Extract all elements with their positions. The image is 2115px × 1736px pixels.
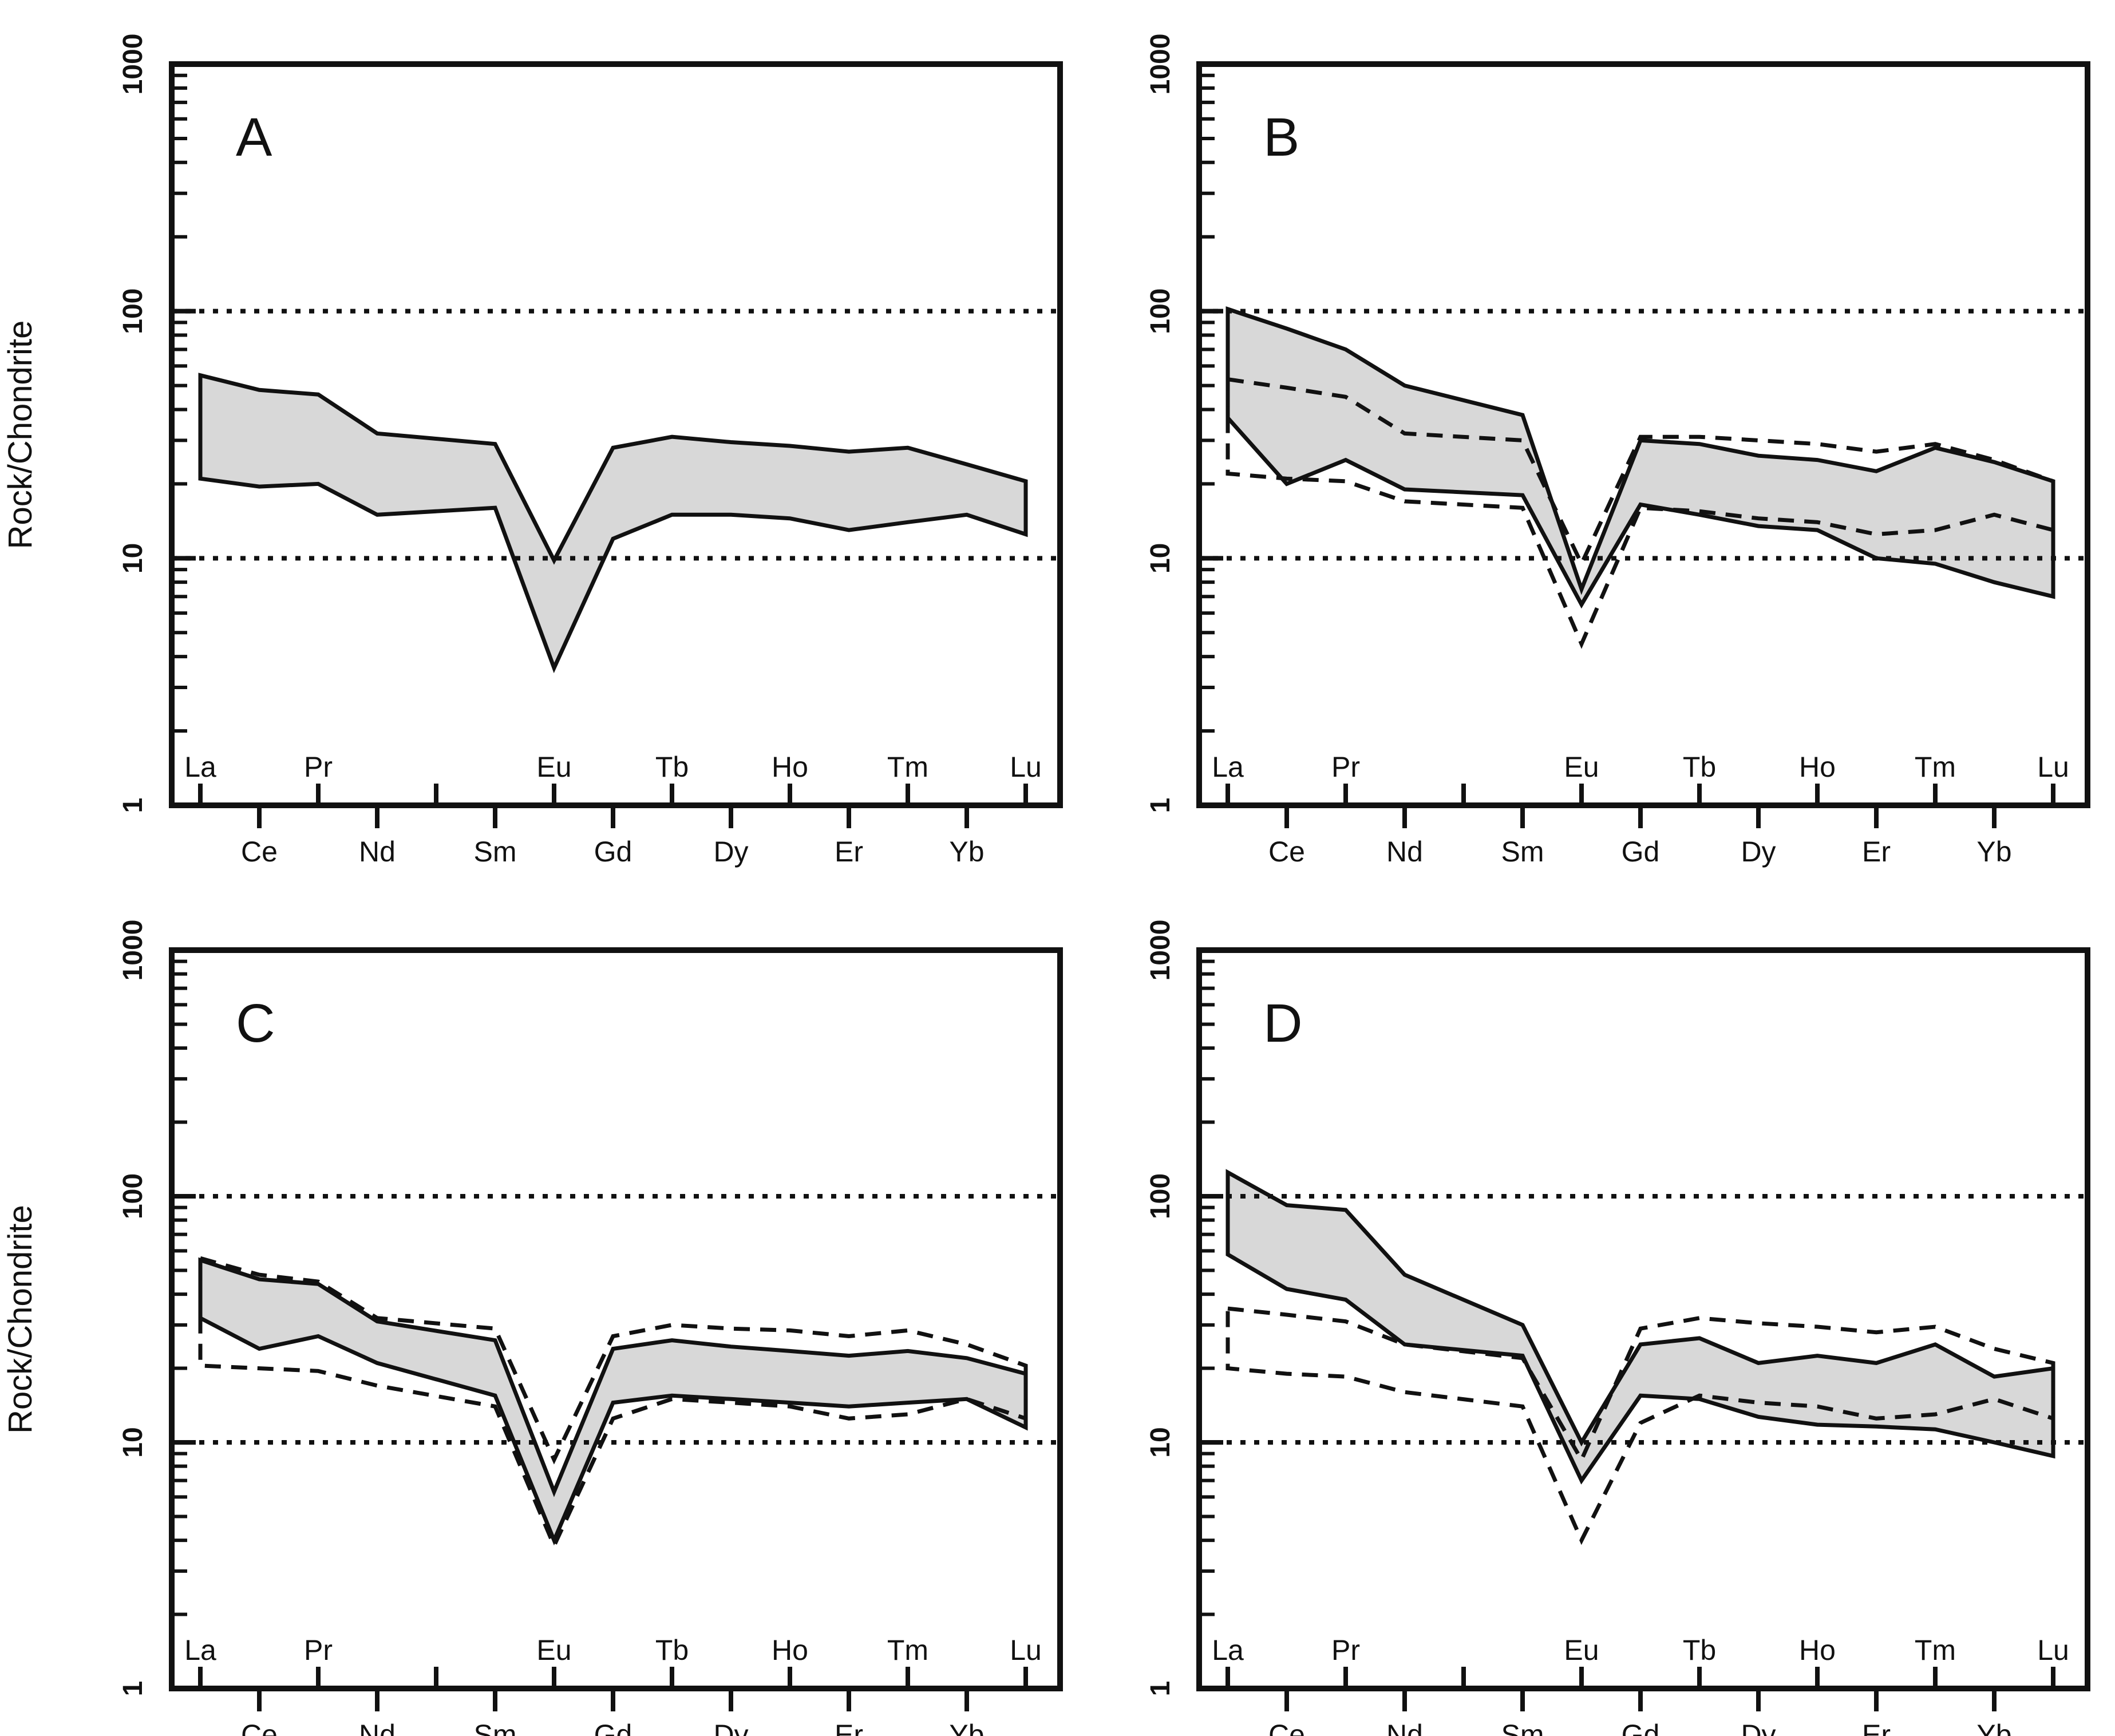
x-element-label-la: La <box>1212 1634 1244 1666</box>
x-element-label-yb: Yb <box>1976 836 2011 868</box>
y-tick-label: 10 <box>1145 1427 1176 1457</box>
x-element-label-pr: Pr <box>304 751 333 783</box>
panel-letter-a: A <box>236 107 272 168</box>
x-element-label-er: Er <box>835 1719 863 1736</box>
x-element-label-la: La <box>1212 751 1244 783</box>
panel-letter-b: B <box>1263 107 1299 168</box>
x-element-label-tb: Tb <box>1683 1634 1716 1666</box>
x-element-label-eu: Eu <box>536 1634 571 1666</box>
x-element-label-tm: Tm <box>1915 751 1956 783</box>
y-tick-label: 100 <box>1145 1173 1176 1219</box>
x-element-label-lu: Lu <box>2037 1634 2069 1666</box>
y-tick-label: 100 <box>118 1173 148 1219</box>
y-tick-label: 1 <box>1145 1681 1176 1697</box>
x-element-label-tm: Tm <box>1915 1634 1956 1666</box>
dashed-envelope-outline <box>1225 1306 2055 1545</box>
x-element-label-ce: Ce <box>241 836 278 868</box>
shaded-envelope-fill <box>1228 309 2053 605</box>
x-element-label-lu: Lu <box>1010 1634 1042 1666</box>
panel-b: 1 10 100 1000 La Ce Pr Nd Sm Eu Gd Tb Dy Ho Er Tm Yb Lu B <box>1145 34 2090 868</box>
y-tick-label: 1 <box>118 1681 148 1697</box>
x-element-label-pr: Pr <box>1331 1634 1360 1666</box>
x-element-label-sm: Sm <box>474 1719 517 1736</box>
panel-c: 1 10 100 1000 La Ce Pr Nd Sm Eu Gd Tb Dy Ho Er Tm Yb Lu C R… <box>2 920 1063 1736</box>
x-element-label-lu: Lu <box>1010 751 1042 783</box>
dashed-envelope-outline <box>198 1255 1028 1551</box>
x-element-label-eu: Eu <box>536 751 571 783</box>
x-element-label-dy: Dy <box>713 836 748 868</box>
x-element-label-yb: Yb <box>949 836 984 868</box>
x-element-label-sm: Sm <box>1501 836 1544 868</box>
x-element-label-tm: Tm <box>887 751 928 783</box>
x-element-label-tm: Tm <box>887 1634 928 1666</box>
y-tick-label: 1 <box>118 798 148 813</box>
x-element-label-dy: Dy <box>713 1719 748 1736</box>
plot-box <box>1196 947 2090 1691</box>
y-tick-label: 1000 <box>118 34 148 95</box>
x-element-label-ce: Ce <box>1268 836 1305 868</box>
panel-letter-c: C <box>236 993 275 1054</box>
x-element-label-pr: Pr <box>304 1634 333 1666</box>
plot-box <box>1196 61 2090 808</box>
x-element-label-ce: Ce <box>1268 1719 1305 1736</box>
x-element-label-ho: Ho <box>772 1634 808 1666</box>
x-element-label-sm: Sm <box>1501 1719 1544 1736</box>
shaded-envelope-fill <box>1228 1172 2053 1481</box>
x-element-label-nd: Nd <box>359 836 396 868</box>
x-element-label-ho: Ho <box>772 751 808 783</box>
y-tick-label: 10 <box>118 543 148 574</box>
shaded-envelope-fill <box>200 375 1026 668</box>
shaded-envelope-outline <box>198 1257 1028 1546</box>
y-tick-label: 1000 <box>118 920 148 981</box>
y-axis-title: Rock/Chondrite <box>2 321 39 549</box>
x-element-label-tb: Tb <box>655 751 689 783</box>
dashed-envelope-outline <box>1225 377 2055 649</box>
y-tick-label: 100 <box>118 288 148 334</box>
y-tick-label: 1000 <box>1145 920 1176 981</box>
x-element-label-ce: Ce <box>241 1719 278 1736</box>
x-element-label-la: La <box>184 751 216 783</box>
x-element-label-sm: Sm <box>474 836 517 868</box>
x-element-label-nd: Nd <box>1386 1719 1423 1736</box>
x-element-label-er: Er <box>1862 1719 1891 1736</box>
panel-d: 1 10 100 1000 La Ce Pr Nd Sm Eu Gd Tb Dy Ho Er Tm Yb Lu D <box>1145 920 2090 1736</box>
y-tick-label: 10 <box>1145 543 1176 574</box>
x-element-label-ho: Ho <box>1799 1634 1836 1666</box>
plot-box <box>169 61 1063 808</box>
x-element-label-tb: Tb <box>655 1634 689 1666</box>
x-element-label-er: Er <box>1862 836 1891 868</box>
y-tick-label: 1 <box>1145 798 1176 813</box>
x-element-label-eu: Eu <box>1564 751 1599 783</box>
y-axis-title: Rock/Chondrite <box>2 1205 39 1434</box>
x-element-label-gd: Gd <box>1622 836 1660 868</box>
panel-a: 1 10 100 1000 La Ce Pr Nd Sm Eu Gd Tb Dy Ho Er Tm Yb Lu A R… <box>2 34 1063 868</box>
x-element-label-yb: Yb <box>949 1719 984 1736</box>
y-tick-label: 100 <box>1145 288 1176 334</box>
shaded-envelope-outline <box>1225 306 2055 609</box>
x-element-label-dy: Dy <box>1741 1719 1776 1736</box>
x-element-label-ho: Ho <box>1799 751 1836 783</box>
x-element-label-la: La <box>184 1634 216 1666</box>
x-element-label-pr: Pr <box>1331 751 1360 783</box>
x-element-label-eu: Eu <box>1564 1634 1599 1666</box>
x-element-label-gd: Gd <box>594 1719 632 1736</box>
x-element-label-nd: Nd <box>1386 836 1423 868</box>
x-element-label-tb: Tb <box>1683 751 1716 783</box>
y-tick-label: 1000 <box>1145 34 1176 95</box>
x-element-label-dy: Dy <box>1741 836 1776 868</box>
x-element-label-lu: Lu <box>2037 751 2069 783</box>
shaded-envelope-outline <box>1225 1169 2055 1485</box>
x-element-label-gd: Gd <box>594 836 632 868</box>
shaded-envelope-fill <box>200 1260 1026 1541</box>
x-element-label-gd: Gd <box>1622 1719 1660 1736</box>
x-element-label-er: Er <box>835 836 863 868</box>
panel-letter-d: D <box>1263 993 1303 1054</box>
shaded-envelope-outline <box>198 373 1028 674</box>
plot-box <box>169 947 1063 1691</box>
y-tick-label: 10 <box>118 1427 148 1457</box>
x-element-label-yb: Yb <box>1976 1719 2011 1736</box>
x-element-label-nd: Nd <box>359 1719 396 1736</box>
